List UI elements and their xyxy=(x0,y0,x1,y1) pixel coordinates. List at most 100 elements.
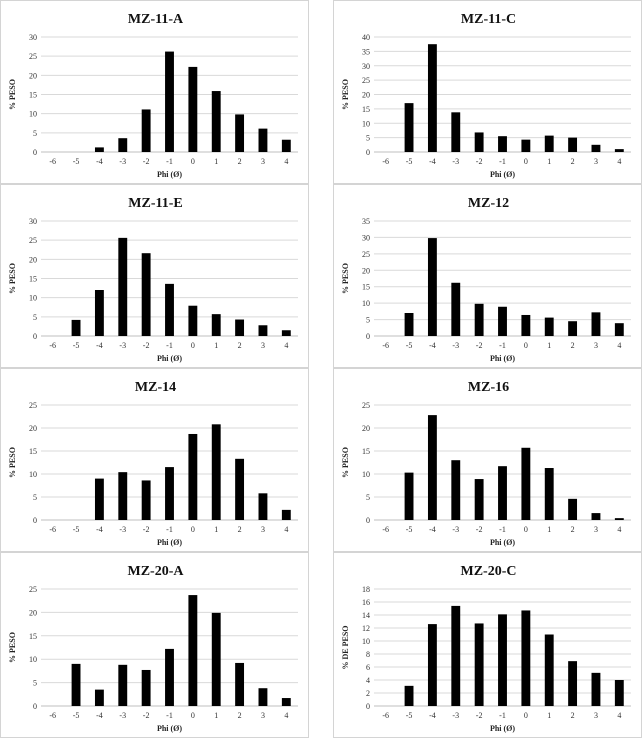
y-tick-label: 0 xyxy=(33,516,37,525)
y-tick-label: 6 xyxy=(366,663,370,672)
x-tick-label: 3 xyxy=(261,157,265,166)
x-tick-label: 2 xyxy=(238,525,242,534)
y-tick-label: 35 xyxy=(362,47,370,56)
bar-4 xyxy=(614,323,624,336)
y-tick-label: 20 xyxy=(29,424,37,433)
y-tick-label: 0 xyxy=(33,702,37,711)
bar--3 xyxy=(451,460,461,520)
x-tick-label: -3 xyxy=(452,711,459,720)
y-tick-label: 10 xyxy=(362,637,370,646)
x-axis-label: Phi (Ø) xyxy=(490,170,515,179)
y-tick-label: 20 xyxy=(29,608,37,617)
x-tick-label: 3 xyxy=(261,525,265,534)
bar--2 xyxy=(141,480,151,520)
bar--5 xyxy=(404,313,414,336)
bar--3 xyxy=(118,472,128,520)
y-tick-label: 15 xyxy=(29,447,37,456)
bar-4 xyxy=(614,680,624,706)
bar--4 xyxy=(427,238,437,336)
x-axis-label: Phi (Ø) xyxy=(490,354,515,363)
y-tick-label: 16 xyxy=(362,598,370,607)
chart-panel-mz-12: MZ-12 0 5 10 15 20 25 30 35 -6 -5 -4 -3 -2 -1 0 1 2 3 4 Phi … xyxy=(333,184,642,368)
chart-svg-mz-16: MZ-16 0 5 10 15 20 25 -6 -5 -4 -3 -2 -1 0 1 2 3 4 Phi (Ø)%… xyxy=(341,380,631,547)
y-tick-label: 15 xyxy=(29,632,37,641)
y-tick-label: 30 xyxy=(29,33,37,42)
x-axis-label: Phi (Ø) xyxy=(157,170,182,179)
y-tick-label: 25 xyxy=(362,250,370,259)
bar--3 xyxy=(451,605,461,706)
bar-2 xyxy=(568,498,578,520)
y-tick-label: 25 xyxy=(362,401,370,410)
bar--1 xyxy=(165,467,174,520)
chart-svg-mz-11-c: MZ-11-C 0 5 10 15 20 25 30 35 40 -6 -5 -4 -3 -2 -1 0 1 2 3 4… xyxy=(341,12,631,179)
x-tick-label: -4 xyxy=(96,341,103,350)
y-axis-label: % PESO xyxy=(8,79,17,110)
x-tick-label: 4 xyxy=(284,157,288,166)
y-tick-label: 5 xyxy=(366,493,370,502)
bar-0 xyxy=(188,66,198,152)
bar-1 xyxy=(544,135,554,152)
chart-svg-mz-14: MZ-14 0 5 10 15 20 25 -6 -5 -4 -3 -2 -1 0 1 2 3 4 Phi (Ø)%… xyxy=(8,380,298,547)
y-tick-label: 25 xyxy=(29,236,37,245)
x-tick-label: 4 xyxy=(284,711,288,720)
bar-2 xyxy=(235,662,245,706)
y-tick-label: 5 xyxy=(33,493,37,502)
bar-1 xyxy=(544,634,554,706)
bar-2 xyxy=(235,319,245,336)
x-tick-label: 2 xyxy=(238,157,242,166)
x-tick-label: 0 xyxy=(524,157,528,166)
y-axis-label: % PESO xyxy=(341,79,350,110)
x-tick-label: -6 xyxy=(49,157,56,166)
x-tick-label: 1 xyxy=(547,341,551,350)
y-tick-label: 25 xyxy=(29,52,37,61)
chart-title: MZ-11-E xyxy=(128,196,182,211)
x-tick-label: -4 xyxy=(96,525,103,534)
x-tick-label: -1 xyxy=(499,525,506,534)
y-tick-label: 20 xyxy=(29,255,37,264)
y-tick-label: 2 xyxy=(366,689,370,698)
x-tick-label: 0 xyxy=(191,341,195,350)
chart-svg-mz-11-a: MZ-11-A 0 5 10 15 20 25 30 -6 -5 -4 -3 -2 -1 0 1 2 3 4 Phi … xyxy=(8,12,298,179)
y-tick-label: 0 xyxy=(33,332,37,341)
bar--4 xyxy=(94,147,104,152)
y-tick-label: 30 xyxy=(362,62,370,71)
x-tick-label: -3 xyxy=(452,341,459,350)
bar--1 xyxy=(498,466,507,520)
x-tick-label: -6 xyxy=(382,157,389,166)
x-tick-label: -2 xyxy=(476,341,483,350)
bar-3 xyxy=(591,312,601,336)
y-tick-label: 10 xyxy=(29,110,37,119)
bar-3 xyxy=(258,325,268,336)
x-axis-label: Phi (Ø) xyxy=(490,724,515,733)
y-tick-label: 0 xyxy=(33,148,37,157)
x-tick-label: 2 xyxy=(571,525,575,534)
y-tick-label: 20 xyxy=(362,424,370,433)
x-axis-label: Phi (Ø) xyxy=(157,538,182,547)
y-tick-label: 10 xyxy=(362,119,370,128)
bar-3 xyxy=(258,128,268,152)
bar--2 xyxy=(474,623,484,706)
bar--5 xyxy=(404,685,414,706)
bar--3 xyxy=(118,664,128,706)
bar--5 xyxy=(404,472,414,520)
x-tick-label: 4 xyxy=(617,525,621,534)
x-tick-label: -4 xyxy=(96,157,103,166)
bar-4 xyxy=(281,509,291,520)
y-tick-label: 0 xyxy=(366,332,370,341)
x-tick-label: 4 xyxy=(617,341,621,350)
y-tick-label: 12 xyxy=(362,624,370,633)
bar--4 xyxy=(94,689,104,706)
bar-2 xyxy=(568,321,578,336)
x-tick-label: -3 xyxy=(119,525,126,534)
y-tick-label: 10 xyxy=(29,470,37,479)
x-tick-label: -4 xyxy=(429,711,436,720)
bar--4 xyxy=(427,624,437,706)
bar--4 xyxy=(94,478,104,520)
x-tick-label: 3 xyxy=(594,341,598,350)
x-tick-label: 1 xyxy=(547,525,551,534)
x-tick-label: 1 xyxy=(214,711,218,720)
bar-1 xyxy=(211,424,221,520)
x-tick-label: -5 xyxy=(73,157,80,166)
y-tick-label: 30 xyxy=(362,233,370,242)
